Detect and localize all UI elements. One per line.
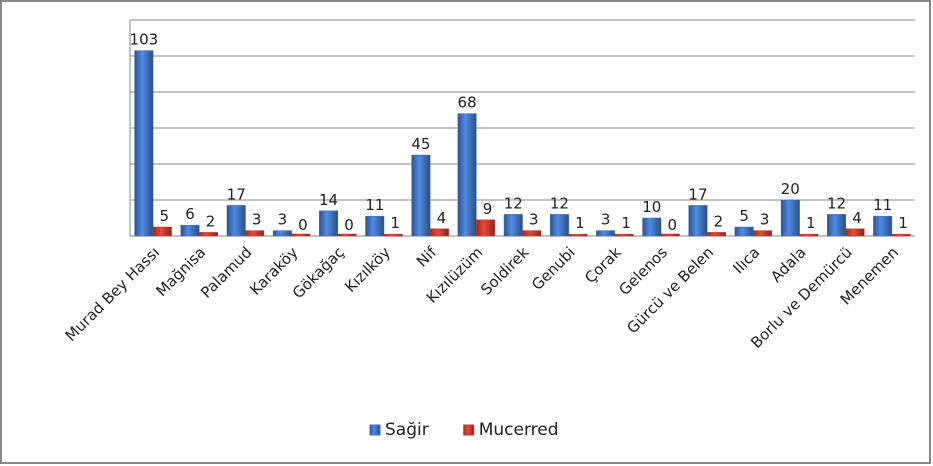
data-label: 17 — [227, 185, 246, 203]
bar — [457, 113, 477, 237]
bar — [688, 205, 708, 237]
bar — [522, 230, 542, 237]
bar — [753, 230, 773, 237]
bar — [827, 214, 846, 237]
bar — [365, 215, 385, 237]
bar — [180, 224, 200, 237]
data-label: 1 — [390, 214, 400, 232]
bar — [245, 230, 265, 237]
bar — [429, 228, 449, 237]
bar — [845, 228, 865, 237]
data-label: 3 — [252, 211, 262, 229]
data-label: 0 — [344, 216, 354, 234]
data-label: 6 — [185, 205, 195, 223]
data-label: 2 — [714, 212, 724, 230]
bar — [134, 50, 154, 237]
bar — [411, 154, 431, 237]
bar — [734, 226, 754, 237]
bar — [780, 199, 800, 237]
data-label: 11 — [873, 196, 892, 214]
bar — [799, 233, 819, 237]
data-label: 0 — [667, 216, 677, 234]
data-label: 103 — [130, 31, 159, 49]
bar — [272, 230, 292, 237]
data-label: 0 — [298, 216, 308, 234]
bar — [568, 233, 588, 237]
bar — [596, 230, 616, 237]
legend-swatch — [463, 424, 475, 436]
data-label: 17 — [688, 185, 707, 203]
data-label: 1 — [806, 214, 816, 232]
data-label: 4 — [437, 209, 447, 227]
bar — [660, 233, 680, 237]
data-label: 45 — [411, 135, 430, 153]
data-label: 1 — [575, 214, 585, 232]
data-label: 12 — [550, 194, 569, 212]
data-label: 1 — [898, 214, 908, 232]
bar — [873, 215, 893, 237]
bar — [642, 217, 662, 237]
data-label: 2 — [206, 212, 216, 230]
data-label: 5 — [739, 207, 749, 225]
data-label: 11 — [365, 196, 384, 214]
data-label: 3 — [601, 211, 611, 229]
bar — [706, 232, 726, 237]
bar — [337, 233, 357, 237]
data-label: 10 — [642, 198, 661, 216]
bar — [199, 232, 218, 237]
bar — [503, 214, 523, 237]
bar — [226, 205, 246, 237]
bar — [291, 233, 311, 237]
legend-swatch — [369, 424, 381, 436]
data-label: 68 — [458, 94, 477, 112]
bar — [891, 233, 911, 237]
bar — [476, 219, 496, 237]
data-label: 12 — [827, 194, 846, 212]
bar — [549, 214, 569, 237]
bar — [383, 233, 403, 237]
data-label: 14 — [319, 191, 338, 209]
bar — [614, 233, 634, 237]
data-label: 3 — [760, 211, 770, 229]
legend-label: Mucerred — [479, 420, 559, 440]
data-label: 12 — [504, 194, 523, 212]
data-label: 3 — [278, 211, 288, 229]
data-label: 1 — [621, 214, 631, 232]
legend-label: Sağir — [385, 420, 429, 440]
data-label: 4 — [852, 209, 862, 227]
data-label: 20 — [781, 180, 800, 198]
data-label: 9 — [483, 200, 493, 218]
data-label: 5 — [160, 207, 170, 225]
data-label: 3 — [529, 211, 539, 229]
bar — [319, 210, 339, 237]
bar — [152, 226, 172, 237]
